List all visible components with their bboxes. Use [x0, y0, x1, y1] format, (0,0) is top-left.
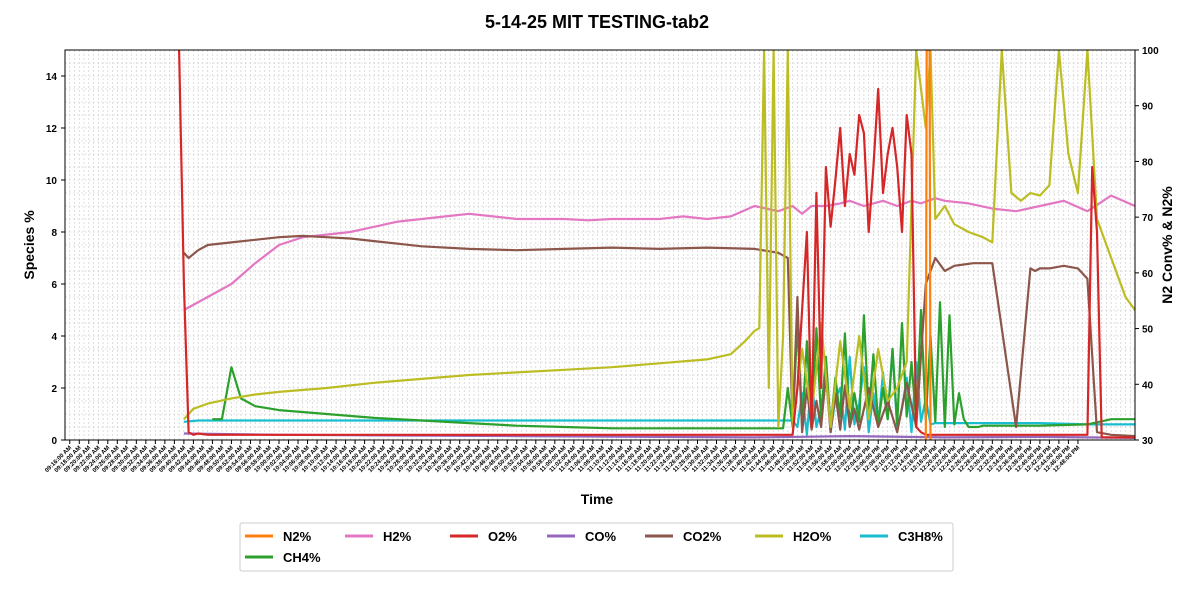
- chart-title: 5-14-25 MIT TESTING-tab2: [485, 12, 709, 32]
- y2-tick-label: 80: [1142, 157, 1154, 168]
- y-tick-label: 12: [46, 124, 58, 135]
- legend-label: CO2%: [683, 529, 722, 544]
- legend-label: O2%: [488, 529, 517, 544]
- legend-label: C3H8%: [898, 529, 943, 544]
- y2-tick-label: 70: [1142, 213, 1154, 224]
- y2-tick-label: 60: [1142, 269, 1154, 280]
- y2-tick-label: 50: [1142, 325, 1154, 336]
- legend-label: H2%: [383, 529, 412, 544]
- y-tick-label: 6: [51, 280, 57, 291]
- series-line-h2o: [183, 50, 1135, 429]
- series-layer: [178, 50, 1135, 440]
- series-line-n2: [924, 50, 932, 440]
- legend-label: CH4%: [283, 550, 321, 565]
- y-tick-label: 14: [46, 72, 58, 83]
- y-axis-label: Species %: [21, 210, 37, 280]
- series-line-h2: [183, 194, 1135, 311]
- y-axis-right: 30 40 50 60 70 80 90 100: [1135, 46, 1159, 447]
- y2-axis-label: N2 Conv% & N2%: [1159, 186, 1175, 304]
- legend-label: H2O%: [793, 529, 832, 544]
- y-tick-label: 0: [51, 436, 57, 447]
- legend: N2% H2% O2% CO% CO2% H2O% C3H8% CH4%: [239, 522, 954, 572]
- grid: [64, 49, 1136, 441]
- y2-tick-label: 90: [1142, 102, 1154, 113]
- y2-tick-label: 100: [1142, 46, 1159, 57]
- legend-label: N2%: [283, 529, 312, 544]
- y2-tick-label: 40: [1142, 380, 1154, 391]
- series-line-ch4: [212, 301, 1135, 430]
- y-tick-label: 4: [51, 332, 57, 343]
- y-tick-label: 10: [46, 176, 58, 187]
- plot-frame: [64, 49, 1136, 441]
- y-tick-label: 2: [51, 384, 57, 395]
- series-line-o2: [178, 50, 1135, 439]
- y-axis-left: 0 2 4 6 8 10 12 14: [46, 72, 65, 447]
- y-tick-label: 8: [51, 228, 57, 239]
- y2-tick-label: 30: [1142, 436, 1154, 447]
- x-axis-label: Time: [581, 491, 614, 507]
- legend-label: CO%: [585, 529, 617, 544]
